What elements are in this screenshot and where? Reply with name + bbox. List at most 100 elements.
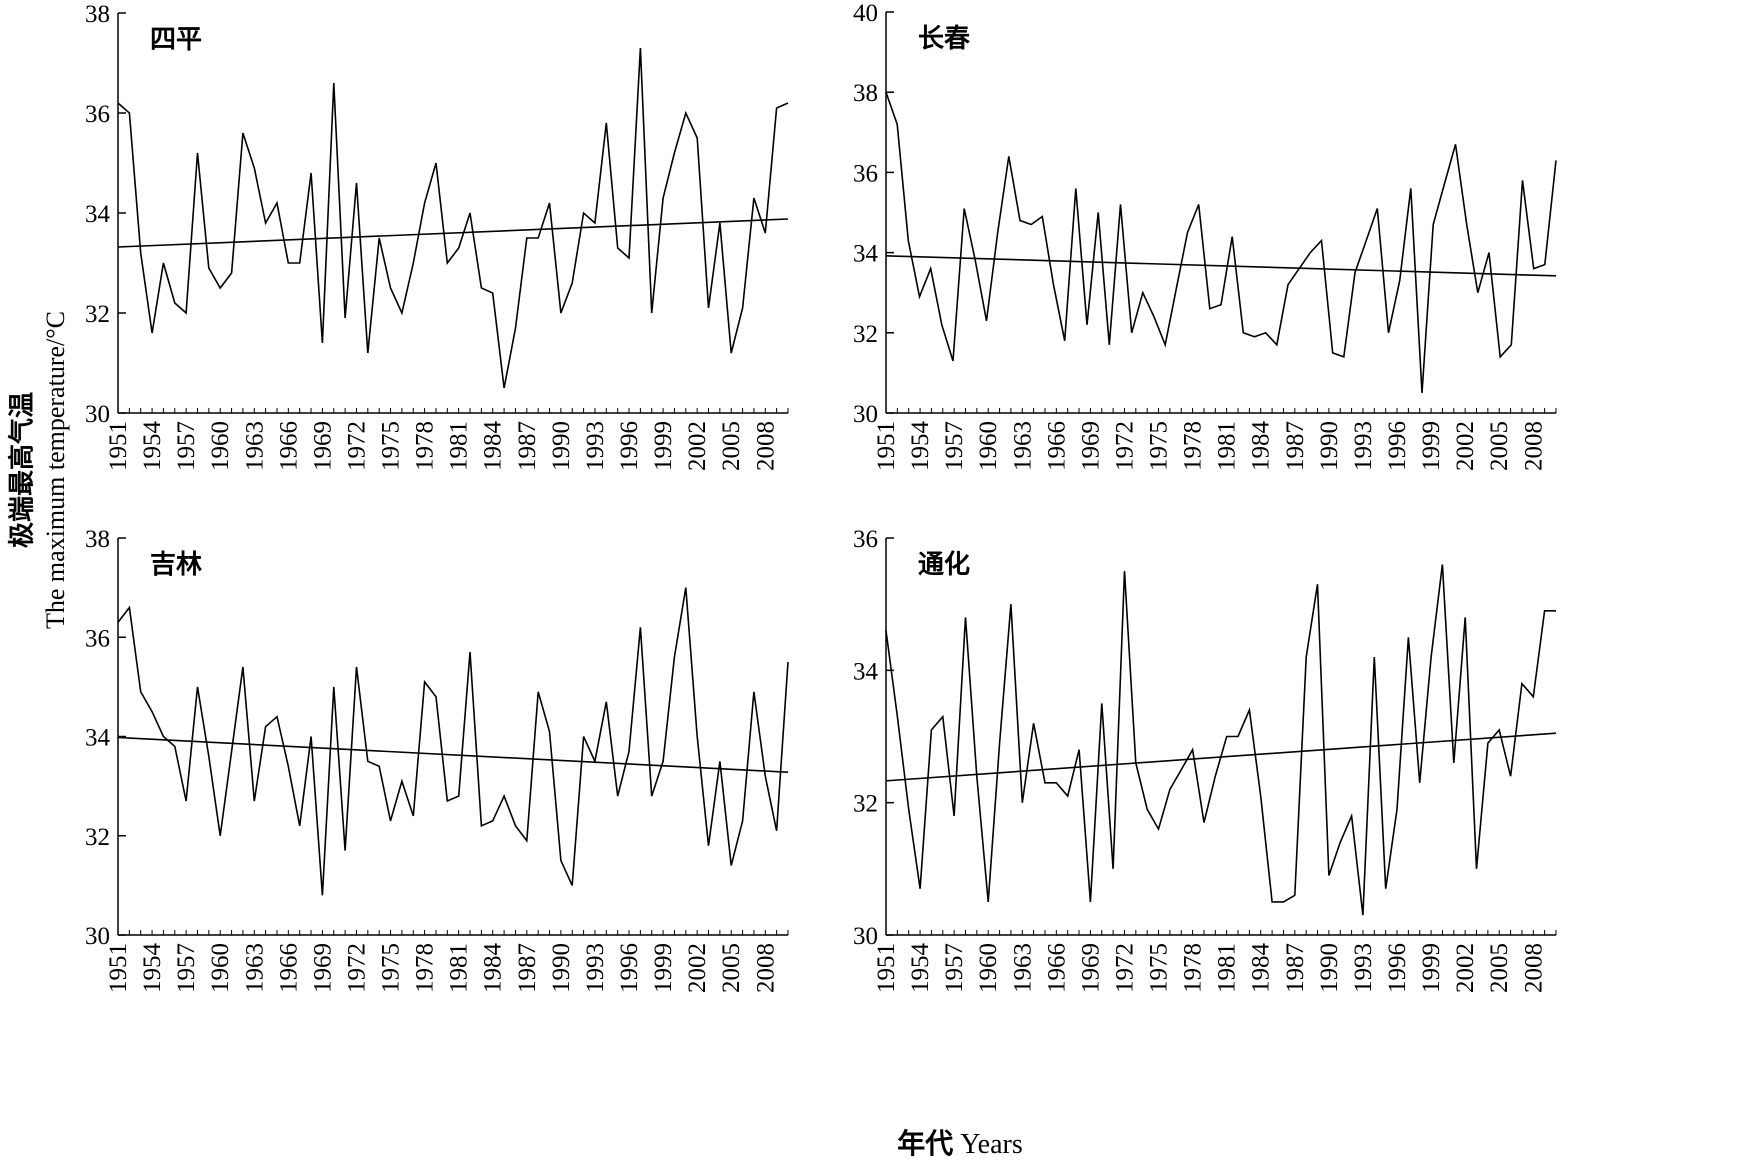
x-tick-label: 1957 [173, 943, 200, 993]
y-tick-label: 30 [85, 401, 110, 428]
panel-title: 吉林 [150, 550, 202, 580]
x-tick-label: 1957 [941, 421, 968, 471]
x-tick-label: 2002 [684, 421, 711, 471]
x-tick-label: 1966 [1043, 943, 1070, 993]
y-tick-label: 32 [853, 321, 878, 348]
x-tick-label: 1978 [412, 421, 439, 471]
y-tick-label: 30 [853, 401, 878, 428]
x-tick-label: 1960 [207, 943, 234, 993]
x-tick-label: 1996 [616, 421, 643, 471]
x-tick-label: 1987 [1282, 421, 1309, 471]
x-tick-label: 1978 [1180, 421, 1207, 471]
x-tick-label: 1972 [343, 421, 370, 471]
x-tick-label: 1969 [1077, 421, 1104, 471]
x-tick-label: 1981 [1214, 421, 1241, 471]
trend-line [885, 732, 1557, 782]
x-tick-label: 1984 [1248, 421, 1275, 472]
x-tick-label: 1984 [1248, 943, 1275, 994]
x-tick-label: 1975 [378, 421, 405, 471]
x-tick-label: 1957 [173, 421, 200, 471]
x-tick-label: 1993 [1350, 421, 1377, 471]
x-tick-label: 1990 [1316, 943, 1343, 993]
y-tick-label: 36 [853, 160, 878, 187]
x-tick-label: 1984 [480, 943, 507, 994]
panel-title: 四平 [150, 25, 202, 55]
x-tick-label: 1975 [1146, 943, 1173, 993]
x-tick-label: 1999 [1418, 943, 1445, 993]
y-tick-label: 34 [853, 241, 879, 268]
panel-title: 通化 [918, 550, 970, 580]
x-tick-label: 1990 [548, 421, 575, 471]
y-tick-label: 38 [85, 526, 110, 553]
x-tick-label: 1984 [480, 420, 507, 471]
x-tick-label: 1981 [1214, 943, 1241, 993]
x-tick-label: 1963 [241, 943, 268, 993]
x-axis-label: 年代 Years [897, 1122, 1023, 1162]
x-tick-label: 1993 [1350, 943, 1377, 993]
y-tick-label: 36 [853, 526, 878, 553]
x-tick-label: 1963 [1009, 421, 1036, 471]
y-tick-label: 30 [853, 923, 878, 950]
y-tick-label: 32 [853, 791, 878, 818]
y-axis-label-cn: 极端最高气温 [7, 391, 38, 549]
x-tick-label: 1960 [975, 421, 1002, 471]
x-tick-label: 2008 [752, 421, 779, 471]
x-tick-label: 2005 [718, 421, 745, 471]
trend-line [117, 736, 789, 774]
x-tick-label: 1951 [873, 943, 900, 993]
x-tick-label: 1957 [941, 943, 968, 993]
y-tick-label: 38 [853, 80, 878, 107]
x-tick-label: 1969 [309, 421, 336, 471]
y-tick-label: 34 [85, 201, 111, 228]
x-tick-label: 1999 [650, 943, 677, 993]
x-tick-label: 1966 [275, 943, 302, 993]
series-line [117, 587, 789, 896]
x-tick-label: 1954 [907, 421, 934, 472]
x-tick-label: 1978 [412, 943, 439, 993]
x-tick-label: 1972 [343, 943, 370, 993]
y-tick-label: 34 [853, 658, 879, 685]
y-tick-label: 30 [85, 923, 110, 950]
x-tick-label: 1996 [616, 943, 643, 993]
x-tick-label: 1972 [1111, 421, 1138, 471]
series-line [117, 47, 789, 389]
x-tick-label: 2008 [752, 943, 779, 993]
x-tick-label: 2005 [1486, 421, 1513, 471]
x-tick-label: 1999 [1418, 421, 1445, 471]
x-tick-label: 1993 [582, 421, 609, 471]
x-tick-label: 1972 [1111, 943, 1138, 993]
x-tick-label: 1966 [275, 421, 302, 471]
x-axis-label-en: Years [960, 1129, 1023, 1160]
x-tick-label: 1990 [548, 943, 575, 993]
y-axis-label-en: The maximum temperature/°C [41, 311, 70, 629]
series-line [885, 91, 1557, 393]
x-tick-label: 2002 [1452, 943, 1479, 993]
trend-line [117, 218, 789, 248]
x-tick-label: 1978 [1180, 943, 1207, 993]
panel-title: 长春 [918, 24, 970, 54]
x-tick-label: 1993 [582, 943, 609, 993]
x-tick-label: 1987 [1282, 943, 1309, 993]
x-tick-label: 1951 [873, 421, 900, 471]
x-tick-label: 1960 [207, 421, 234, 471]
x-axis-label-cn: 年代 [897, 1127, 954, 1160]
x-tick-label: 1981 [446, 943, 473, 993]
trend-line [885, 255, 1557, 277]
y-tick-label: 40 [853, 0, 878, 27]
x-tick-label: 1954 [139, 421, 166, 472]
x-tick-label: 1960 [975, 943, 1002, 993]
x-tick-label: 1954 [907, 943, 934, 994]
x-tick-label: 1963 [1009, 943, 1036, 993]
x-tick-label: 1951 [105, 421, 132, 471]
y-tick-label: 36 [85, 625, 110, 652]
x-tick-label: 1996 [1384, 421, 1411, 471]
x-tick-label: 2005 [1486, 943, 1513, 993]
y-tick-label: 34 [85, 725, 111, 752]
x-tick-label: 1975 [1146, 421, 1173, 471]
x-tick-label: 1990 [1316, 421, 1343, 471]
x-tick-label: 2002 [684, 943, 711, 993]
x-tick-label: 2002 [1452, 421, 1479, 471]
x-tick-label: 1963 [241, 421, 268, 471]
y-tick-label: 32 [85, 824, 110, 851]
